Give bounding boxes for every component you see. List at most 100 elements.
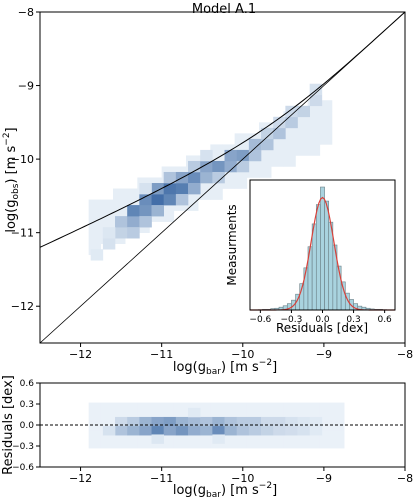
residual-density-cell <box>139 426 152 436</box>
residual-density-cell <box>113 411 126 422</box>
residual-y-axis-label: Residuals [dex] <box>1 375 16 475</box>
density-cell <box>113 188 126 200</box>
residual-density-cell <box>271 402 284 412</box>
residual-density-cell <box>319 411 333 422</box>
x-tick-label: −9 <box>316 348 332 361</box>
density-cell <box>115 227 128 239</box>
density-cell <box>88 221 102 233</box>
density-cell <box>102 227 116 239</box>
x-tick-label: −12 <box>69 348 92 361</box>
residual-density-cell <box>271 411 284 422</box>
density-cell <box>210 144 223 156</box>
x-tick-label: −10 <box>231 348 254 361</box>
density-cell <box>259 166 272 178</box>
residual-density-cell <box>212 426 225 436</box>
residual-density-cell <box>212 434 225 444</box>
residual-density-cell <box>188 407 201 418</box>
residual-density-cell <box>332 429 345 440</box>
density-cell <box>188 171 201 184</box>
density-cell <box>236 160 250 173</box>
residual-density-cell <box>113 402 126 412</box>
density-cell <box>113 199 126 211</box>
residual-density-cell <box>151 426 164 436</box>
density-cell <box>212 160 225 173</box>
residual-density-cell <box>113 439 126 449</box>
density-cell <box>151 183 164 195</box>
residual-density-cell <box>224 416 237 427</box>
residual-density-cell <box>102 426 116 436</box>
main-y-ticks: −12 −11 −10 −9 −8 <box>11 6 40 313</box>
residual-density-cell <box>125 439 138 449</box>
residual-y-tick-label: −0.3 <box>12 442 34 452</box>
residual-density-cell <box>307 439 321 449</box>
residual-histogram-inset: −0.6 −0.3 0.0 0.3 0.6 Residuals [dex] Measur… <box>225 179 396 335</box>
density-cell <box>319 133 333 145</box>
density-cell <box>188 183 201 195</box>
y-tick-label: −12 <box>11 300 34 313</box>
residual-density-cell <box>186 439 199 449</box>
density-cell <box>188 160 201 173</box>
inset-x-tick-label: 0.3 <box>346 315 360 325</box>
inset-x-tick-label: 0.0 <box>315 315 330 325</box>
density-cell <box>285 116 298 129</box>
residual-density-cell <box>283 411 296 422</box>
residual-x-axis-label: log(gbar) [m s−2] <box>173 481 277 498</box>
y-tick-label: −8 <box>18 6 34 19</box>
residual-density-cell <box>222 402 235 412</box>
residual-density-cell <box>161 402 175 412</box>
residual-panel: −12 −11 −10 −9 −8 −0.6 −0.3 0.0 0.3 0.6 log(gbar… <box>1 375 413 498</box>
residual-density-cell <box>175 416 189 427</box>
density-cell <box>234 177 248 189</box>
density-cell <box>234 133 248 145</box>
density-cell <box>246 166 260 178</box>
residual-density-cell <box>127 426 140 436</box>
residual-density-cell <box>236 426 250 436</box>
residual-y-tick-label: 0.6 <box>20 379 35 389</box>
density-cell <box>88 199 102 211</box>
residual-density-cell <box>285 416 298 427</box>
density-cell <box>309 83 323 96</box>
density-cell <box>151 205 164 217</box>
residual-density-cell <box>127 416 140 427</box>
density-cell <box>163 171 177 184</box>
density-cell <box>90 249 104 261</box>
residual-density-cell <box>100 439 114 449</box>
density-cell <box>259 155 272 167</box>
density-cell <box>212 171 225 184</box>
density-cell <box>261 138 274 151</box>
residual-density-cell <box>261 426 274 436</box>
density-cell <box>273 127 286 140</box>
residual-density-cell <box>88 429 102 440</box>
density-cell <box>139 216 152 228</box>
residual-density-cell <box>285 426 298 436</box>
main-frame <box>39 11 406 344</box>
density-cell <box>248 149 262 162</box>
main-model-lines <box>39 11 406 344</box>
residual-density-cell <box>198 411 211 422</box>
density-cell <box>175 194 189 206</box>
residual-x-tick-label: −9 <box>316 472 332 485</box>
residual-density-cell <box>271 439 284 449</box>
residual-density-cell <box>88 402 102 412</box>
residual-y-tick-label: −0.6 <box>12 463 34 473</box>
residual-density-cell <box>163 426 177 436</box>
histogram-bar <box>320 186 325 311</box>
chart-title: Model A.1 <box>192 2 256 17</box>
density-cell <box>100 199 114 211</box>
residual-density-cell <box>100 402 114 412</box>
density-cell <box>151 194 164 206</box>
residual-density-cell <box>295 411 308 422</box>
residual-density-cell <box>88 439 102 449</box>
residual-density-cell <box>137 439 150 449</box>
residual-density-cell <box>283 402 296 412</box>
residual-x-tick-label: −11 <box>150 472 173 485</box>
histogram-bar <box>324 200 330 311</box>
model-curve <box>39 11 406 248</box>
residual-density-cell <box>198 402 211 412</box>
residual-density-cell <box>163 416 177 427</box>
residual-density-cell <box>161 439 175 449</box>
y-tick-label: −10 <box>11 153 34 166</box>
residual-y-ticks: −0.6 −0.3 0.0 0.3 0.6 <box>12 379 40 473</box>
density-cell <box>200 149 213 162</box>
